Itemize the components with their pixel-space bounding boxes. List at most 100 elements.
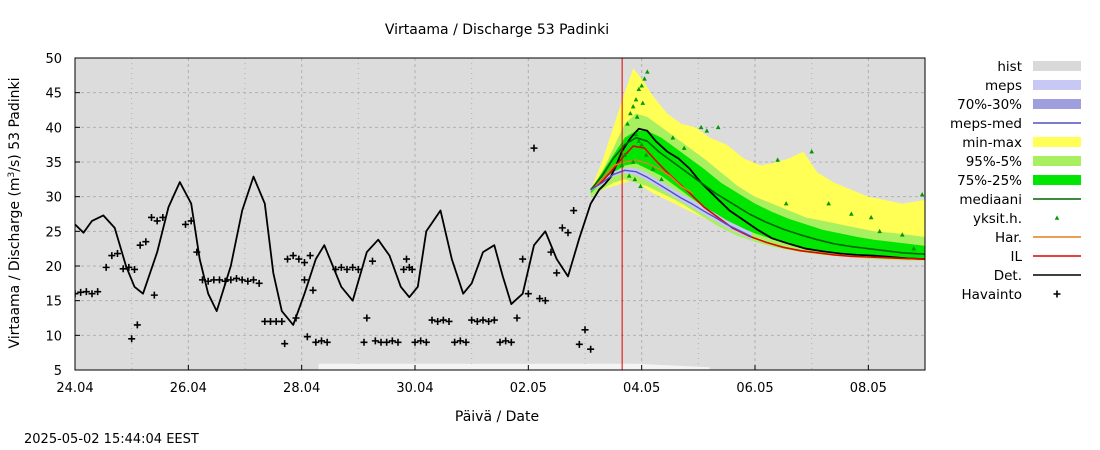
observation-point xyxy=(428,316,436,324)
member-marker xyxy=(849,211,854,216)
member-marker xyxy=(900,232,905,237)
y-tick-label: 35 xyxy=(45,156,62,171)
x-tick-label: 08.05 xyxy=(850,381,887,396)
observation-point xyxy=(94,288,102,296)
y-tick-label: 30 xyxy=(45,191,62,206)
observation-point xyxy=(575,340,583,348)
observation-point xyxy=(564,229,572,237)
legend-label: 95%-5% xyxy=(966,154,1022,170)
y-tick-label: 25 xyxy=(45,225,62,240)
observation-point xyxy=(250,276,257,284)
observation-point xyxy=(114,250,121,258)
legend-label: min-max xyxy=(962,135,1022,151)
plot-frame xyxy=(74,57,926,371)
observation-point xyxy=(199,276,206,284)
member-marker xyxy=(630,159,636,164)
legend-label: Har. xyxy=(995,230,1022,246)
member-marker xyxy=(775,157,780,162)
member-marker xyxy=(619,162,625,168)
x-tick-label: 06.05 xyxy=(736,381,773,396)
observation-point xyxy=(332,265,340,273)
member-marker xyxy=(650,166,656,171)
observation-point xyxy=(553,269,561,277)
member-marker xyxy=(659,176,664,182)
observation-point xyxy=(479,316,487,324)
observation-point xyxy=(108,252,116,260)
member-marker xyxy=(625,121,630,126)
observation-point xyxy=(581,326,589,334)
observation-point xyxy=(281,340,289,348)
observation-point xyxy=(417,337,425,345)
observation-point xyxy=(507,338,515,346)
observation-point xyxy=(216,276,223,284)
x-tick-label: 30.04 xyxy=(396,381,433,396)
observation-point xyxy=(193,248,201,256)
legend-label: Havainto xyxy=(961,287,1022,303)
member-marker xyxy=(639,83,644,88)
observation-point xyxy=(496,338,504,346)
band-min-max xyxy=(590,68,925,261)
member-marker xyxy=(636,138,642,143)
observation-point xyxy=(289,252,297,260)
member-marker xyxy=(919,192,925,197)
y-tick-label: 5 xyxy=(54,364,62,379)
line-meps-med xyxy=(590,169,753,238)
y-axis-label: Virtaama / Discharge (m3/s) 53 Padinki xyxy=(7,77,23,348)
observation-point xyxy=(434,317,442,325)
observation-point xyxy=(303,333,311,341)
hist-band xyxy=(318,363,710,370)
x-tick-label: 24.04 xyxy=(56,381,93,396)
observation-point xyxy=(349,263,357,271)
observation-point xyxy=(323,338,331,346)
member-marker xyxy=(638,183,643,189)
observation-point xyxy=(587,345,595,353)
legend-swatch-havainto xyxy=(1053,290,1061,298)
observation-point xyxy=(306,252,314,260)
observation-point xyxy=(227,276,235,284)
observation-point xyxy=(524,290,532,298)
x-tick-label: 02.05 xyxy=(510,381,547,396)
legend-swatch-hist xyxy=(1033,61,1081,71)
member-marker xyxy=(642,76,647,81)
member-marker xyxy=(826,201,831,206)
legend-swatch-meps xyxy=(1033,80,1081,90)
member-marker xyxy=(640,100,646,105)
observation-point xyxy=(558,224,566,232)
member-marker xyxy=(868,214,874,220)
observation-point xyxy=(513,314,521,322)
observation-point xyxy=(371,337,379,345)
observation-point xyxy=(439,316,447,324)
member-marker xyxy=(809,149,814,154)
member-marker xyxy=(626,173,632,178)
observation-point xyxy=(82,288,90,296)
observation-point xyxy=(119,265,127,273)
y-tick-label: 10 xyxy=(45,329,62,344)
observation-point xyxy=(337,263,345,271)
observation-point xyxy=(244,277,252,285)
observation-point xyxy=(422,338,430,346)
member-marker xyxy=(632,176,638,182)
line-har- xyxy=(590,159,694,194)
observation-point xyxy=(238,276,246,284)
observation-point xyxy=(388,337,396,345)
legend: hist meps 70%-30% meps-med min-max 95%-5% 75%-… xyxy=(950,59,1081,303)
observation-point xyxy=(403,255,410,263)
legend-swatch-70-30- xyxy=(1033,99,1081,109)
member-marker xyxy=(633,97,639,102)
observation-point xyxy=(462,338,470,346)
observation-point xyxy=(400,265,408,273)
observation-point xyxy=(502,337,510,345)
observation-point xyxy=(309,286,317,294)
observation-point xyxy=(519,255,527,263)
y-axis-label-main: Virtaama / Discharge (m xyxy=(7,177,23,348)
x-tick-label: 28.04 xyxy=(283,381,320,396)
chart-title: Virtaama / Discharge 53 Padinki xyxy=(385,22,609,38)
y-axis-label-superscript: 3 xyxy=(7,172,17,178)
observation-point xyxy=(456,337,464,345)
observation-point xyxy=(485,317,493,325)
member-marker xyxy=(639,142,644,147)
observation-point xyxy=(541,297,549,305)
line-il xyxy=(590,145,925,260)
y-axis-label-unit: /s) 53 Padinki xyxy=(7,77,23,171)
observation-point xyxy=(570,207,578,215)
